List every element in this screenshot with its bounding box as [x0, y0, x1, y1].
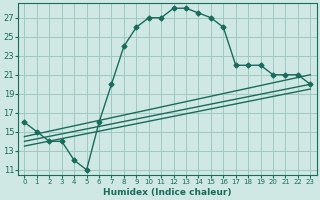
- X-axis label: Humidex (Indice chaleur): Humidex (Indice chaleur): [103, 188, 232, 197]
